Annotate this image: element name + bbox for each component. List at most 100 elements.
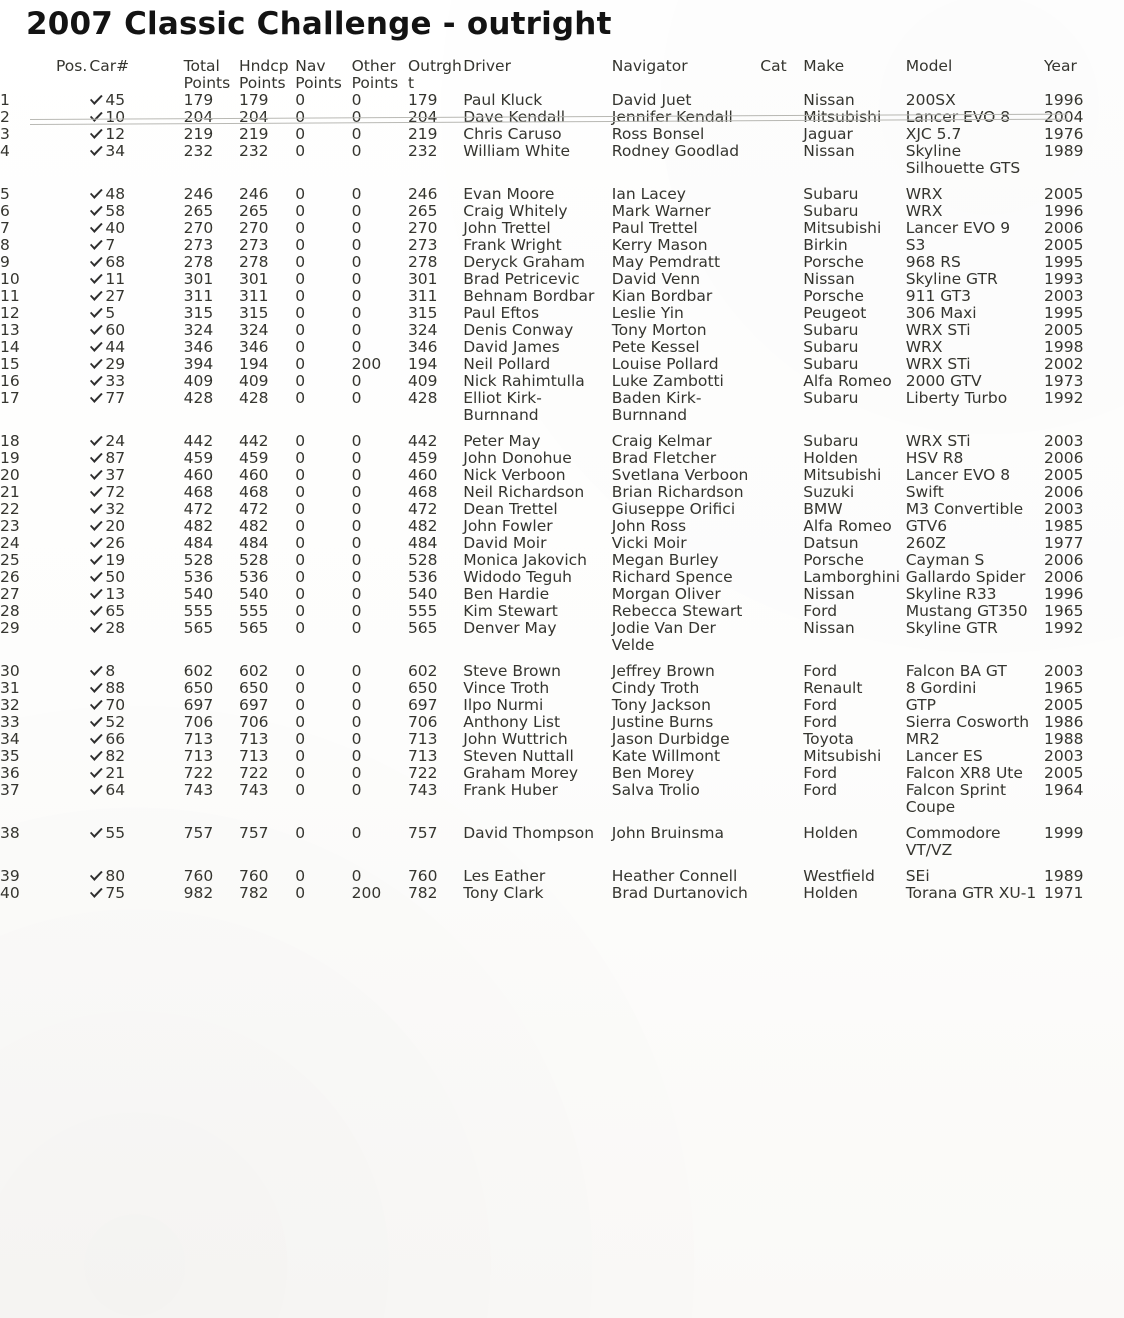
cell-position: 28 (0, 602, 20, 620)
cell-nav-points: 0 (295, 219, 306, 237)
check-icon (89, 588, 104, 600)
cell-hndcp-points: 706 (238, 713, 269, 731)
table-row[interactable]: 27 13 540 540 0 0 540 Ben Hardie Morgan Oliver Ni… (0, 586, 1124, 603)
table-row[interactable]: 7 40 270 270 0 0 270 John Trettel Paul Trettel Mi… (0, 220, 1124, 237)
table-row[interactable]: 4 34 232 232 0 0 232 William White Rodney Goodla… (0, 143, 1124, 177)
table-row[interactable]: 15 29 394 194 0 200 194 Neil Pollard Louise Poll… (0, 356, 1124, 373)
table-row[interactable]: 21 72 468 468 0 0 468 Neil Richardson Brian Rich… (0, 484, 1124, 501)
cell-cat (760, 569, 803, 586)
table-row[interactable]: 33 52 706 706 0 0 706 Anthony List Justine Burns… (0, 714, 1124, 731)
cell-model: Lancer ES (905, 747, 983, 765)
cell-outright-points: 219 (407, 125, 438, 143)
header-model-line1: Model (905, 57, 953, 75)
column-header-make[interactable]: Make (803, 58, 905, 92)
cell-driver: David Thompson (463, 824, 595, 842)
column-header-driver[interactable]: Driver (463, 58, 612, 92)
table-row[interactable]: 26 50 536 536 0 0 536 Widodo Teguh Richard Spenc… (0, 569, 1124, 586)
table-row[interactable]: 23 20 482 482 0 0 482 John Fowler John Ross Alfa … (0, 518, 1124, 535)
table-row[interactable]: 9 68 278 278 0 0 278 Deryck Graham May Pemdratt P… (0, 254, 1124, 271)
column-header-navigator[interactable]: Navigator (612, 58, 761, 92)
cell-position: 3 (0, 125, 10, 143)
table-row[interactable]: 39 80 760 760 0 0 760 Les Eather Heather Connell… (0, 859, 1124, 885)
table-row[interactable]: 22 32 472 472 0 0 472 Dean Trettel Giuseppe Orif… (0, 501, 1124, 518)
cell-nav-points: 0 (295, 91, 306, 109)
table-row[interactable]: 40 75 982 782 0 200 782 Tony Clark Brad Durtanov… (0, 885, 1124, 902)
table-row[interactable]: 32 70 697 697 0 0 697 Ilpo Nurmi Tony Jackson For… (0, 697, 1124, 714)
table-row[interactable]: 14 44 346 346 0 0 346 David James Pete Kessel Sub… (0, 339, 1124, 356)
cell-navigator: Kate Willmont (611, 747, 721, 765)
column-header-hndcp-points[interactable]: Hndcp Points (239, 58, 295, 92)
table-row[interactable]: 1 45 179 179 0 0 179 Paul Kluck David Juet Nissan… (0, 92, 1124, 109)
table-row[interactable]: 36 21 722 722 0 0 722 Graham Morey Ben Morey Ford… (0, 765, 1124, 782)
page-title: 2007 Classic Challenge - outright (26, 6, 612, 42)
cell-navigator: Jeffrey Brown (611, 662, 715, 680)
column-header-total-points[interactable]: Total Points (184, 58, 239, 92)
cell-model: Skyline GTR (905, 619, 998, 637)
car-number-label: 13 (105, 585, 126, 603)
table-row[interactable]: 29 28 565 565 0 0 565 Denver May Jodie Van Der V… (0, 620, 1124, 654)
table-row[interactable]: 16 33 409 409 0 0 409 Nick Rahimtulla Luke Zambo… (0, 373, 1124, 390)
table-row[interactable]: 3 12 219 219 0 0 219 Chris Caruso Ross Bonsel Jag… (0, 126, 1124, 143)
cell-car-number: 45 (89, 92, 183, 109)
cell-outright-points: 460 (407, 466, 438, 484)
column-header-outright[interactable]: Outrgh t (408, 58, 463, 92)
cell-cat (760, 765, 803, 782)
table-row[interactable]: 12 5 315 315 0 0 315 Paul Eftos Leslie Yin Peugeo… (0, 305, 1124, 322)
column-header-nav-points[interactable]: Nav Points (295, 58, 351, 92)
column-header-other-points[interactable]: Other Points (352, 58, 408, 92)
cell-nav-points: 0 (295, 202, 306, 220)
cell-car-number: 48 (89, 177, 183, 203)
column-header-car[interactable]: Car# (89, 58, 183, 92)
table-row[interactable]: 18 24 442 442 0 0 442 Peter May Craig Kelmar Suba… (0, 424, 1124, 450)
cell-car-number: 26 (89, 535, 183, 552)
cell-hndcp-points: 536 (238, 568, 269, 586)
table-row[interactable]: 25 19 528 528 0 0 528 Monica Jakovich Megan Burl… (0, 552, 1124, 569)
cell-navigator: John Bruinsma (611, 824, 725, 842)
car-number-label: 87 (105, 449, 126, 467)
table-row[interactable]: 5 48 246 246 0 0 246 Evan Moore Ian Lacey Subaru W… (0, 177, 1124, 203)
table-row[interactable]: 13 60 324 324 0 0 324 Denis Conway Tony Morton Su… (0, 322, 1124, 339)
car-number-label: 5 (105, 304, 116, 322)
table-row[interactable]: 6 58 265 265 0 0 265 Craig Whitely Mark Warner Su… (0, 203, 1124, 220)
cell-driver: Neil Richardson (463, 483, 585, 501)
cell-total-points: 301 (183, 270, 214, 288)
car-number-label: 7 (105, 236, 116, 254)
table-row[interactable]: 19 87 459 459 0 0 459 John Donohue Brad Fletcher… (0, 450, 1124, 467)
cell-car-number: 12 (89, 126, 183, 143)
cell-hndcp-points: 324 (238, 321, 269, 339)
table-row[interactable]: 30 8 602 602 0 0 602 Steve Brown Jeffrey Brown Fo… (0, 654, 1124, 680)
cell-navigator: Jason Durbidge (611, 730, 730, 748)
column-header-year[interactable]: Year (1044, 58, 1124, 92)
cell-outright-points: 650 (407, 679, 438, 697)
table-row[interactable]: 31 88 650 650 0 0 650 Vince Troth Cindy Troth Ren… (0, 680, 1124, 697)
table-row[interactable]: 38 55 757 757 0 0 757 David Thompson John Bruins… (0, 816, 1124, 859)
check-icon (89, 622, 104, 634)
cell-other-points: 0 (351, 236, 362, 254)
cell-car-number: 21 (89, 765, 183, 782)
car-number-label: 11 (105, 270, 126, 288)
car-number-label: 45 (105, 91, 126, 109)
table-row[interactable]: 10 11 301 301 0 0 301 Brad Petricevic David Venn… (0, 271, 1124, 288)
table-row[interactable]: 34 66 713 713 0 0 713 John Wuttrich Jason Durbid… (0, 731, 1124, 748)
table-row[interactable]: 28 65 555 555 0 0 555 Kim Stewart Rebecca Stewar… (0, 603, 1124, 620)
cell-hndcp-points: 760 (238, 867, 269, 885)
table-row[interactable]: 35 82 713 713 0 0 713 Steven Nuttall Kate Willmo… (0, 748, 1124, 765)
cell-outright-points: 315 (407, 304, 438, 322)
table-row[interactable]: 37 64 743 743 0 0 743 Frank Huber Salva Trolio Fo… (0, 782, 1124, 816)
table-row[interactable]: 11 27 311 311 0 0 311 Behnam Bordbar Kian Bordba… (0, 288, 1124, 305)
header-navigator-line1: Navigator (611, 57, 688, 75)
table-row[interactable]: 8 7 273 273 0 0 273 Frank Wright Kerry Mason Birk… (0, 237, 1124, 254)
table-row[interactable]: 17 77 428 428 0 0 428 Elliot Kirk-Burnnand Baden… (0, 390, 1124, 424)
cell-year: 2005 (1044, 185, 1084, 203)
table-row[interactable]: 24 26 484 484 0 0 484 David Moir Vicki Moir Datsu… (0, 535, 1124, 552)
cell-navigator: David Venn (611, 270, 701, 288)
column-header-cat[interactable]: Cat (760, 58, 803, 92)
cell-model: WRX (905, 202, 943, 220)
cell-navigator: May Pemdratt (611, 253, 721, 271)
car-number-label: 12 (105, 125, 126, 143)
column-header-model[interactable]: Model (906, 58, 1044, 92)
cell-position: 6 (0, 202, 10, 220)
column-header-pos[interactable]: Pos. (0, 58, 89, 92)
cell-position: 2 (0, 108, 10, 126)
table-row[interactable]: 20 37 460 460 0 0 460 Nick Verboon Svetlana Verb… (0, 467, 1124, 484)
